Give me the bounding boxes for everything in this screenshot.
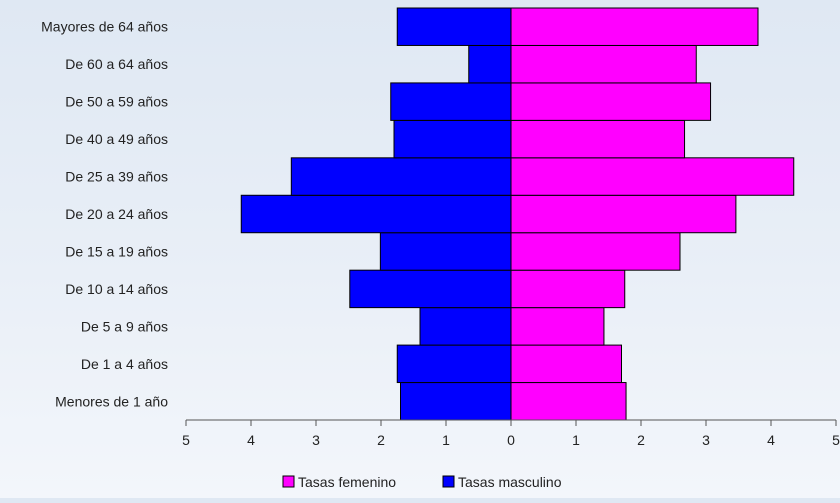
bar-masculino-row-5 xyxy=(240,194,512,234)
category-label-row-10: Mayores de 64 años xyxy=(41,19,168,35)
bar-masculino-row-8 xyxy=(390,82,512,121)
category-label-row-4: De 15 a 19 años xyxy=(65,243,168,259)
category-label-row-3: De 10 a 14 años xyxy=(65,281,168,297)
bar-femenino-row-1 xyxy=(510,344,622,384)
x-tick-label-6: 1 xyxy=(572,432,580,448)
x-tick-label-0: 5 xyxy=(182,432,190,448)
bar-femenino-row-8 xyxy=(510,82,712,121)
bar-femenino-row-6 xyxy=(510,157,795,196)
category-label-row-5: De 20 a 24 años xyxy=(65,206,168,222)
bar-masculino-row-1 xyxy=(396,344,512,384)
x-tick-label-3: 2 xyxy=(377,432,385,448)
legend-label-0: Tasas femenino xyxy=(298,474,396,490)
x-tick-label-10: 5 xyxy=(832,432,840,448)
x-tick-label-8: 3 xyxy=(702,432,710,448)
bar-femenino-row-9 xyxy=(510,44,697,84)
category-label-row-2: De 5 a 9 años xyxy=(81,318,168,334)
x-tick-label-7: 2 xyxy=(637,432,645,448)
x-tick-label-2: 3 xyxy=(312,432,320,448)
x-tick-label-4: 1 xyxy=(442,432,450,448)
bar-femenino-row-10 xyxy=(510,7,759,46)
x-tick-label-5: 0 xyxy=(507,432,515,448)
bar-femenino-row-0 xyxy=(510,382,627,421)
category-label-row-7: De 40 a 49 años xyxy=(65,131,168,147)
bar-masculino-row-4 xyxy=(379,232,512,271)
legend-swatch-0 xyxy=(282,475,295,488)
bar-femenino-row-3 xyxy=(510,269,626,309)
bar-masculino-row-10 xyxy=(396,7,512,46)
category-label-row-1: De 1 a 4 años xyxy=(81,356,168,372)
x-tick-label-9: 4 xyxy=(767,432,775,448)
bar-masculino-row-7 xyxy=(393,119,512,159)
bar-masculino-row-9 xyxy=(468,44,512,84)
x-tick-label-1: 4 xyxy=(247,432,255,448)
category-label-row-6: De 25 a 39 años xyxy=(65,169,168,185)
legend-label-1: Tasas masculino xyxy=(458,474,562,490)
bar-femenino-row-2 xyxy=(510,307,605,346)
bar-masculino-row-0 xyxy=(400,382,512,421)
bar-femenino-row-4 xyxy=(510,232,681,271)
bar-femenino-row-7 xyxy=(510,119,686,159)
bar-masculino-row-3 xyxy=(349,269,512,309)
category-label-row-9: De 60 a 64 años xyxy=(65,56,168,72)
legend-swatch-1 xyxy=(442,475,455,488)
category-label-row-0: Menores de 1 año xyxy=(55,393,168,409)
bar-femenino-row-5 xyxy=(510,194,737,234)
category-label-row-8: De 50 a 59 años xyxy=(65,94,168,110)
bar-masculino-row-6 xyxy=(290,157,512,196)
bar-masculino-row-2 xyxy=(419,307,512,346)
